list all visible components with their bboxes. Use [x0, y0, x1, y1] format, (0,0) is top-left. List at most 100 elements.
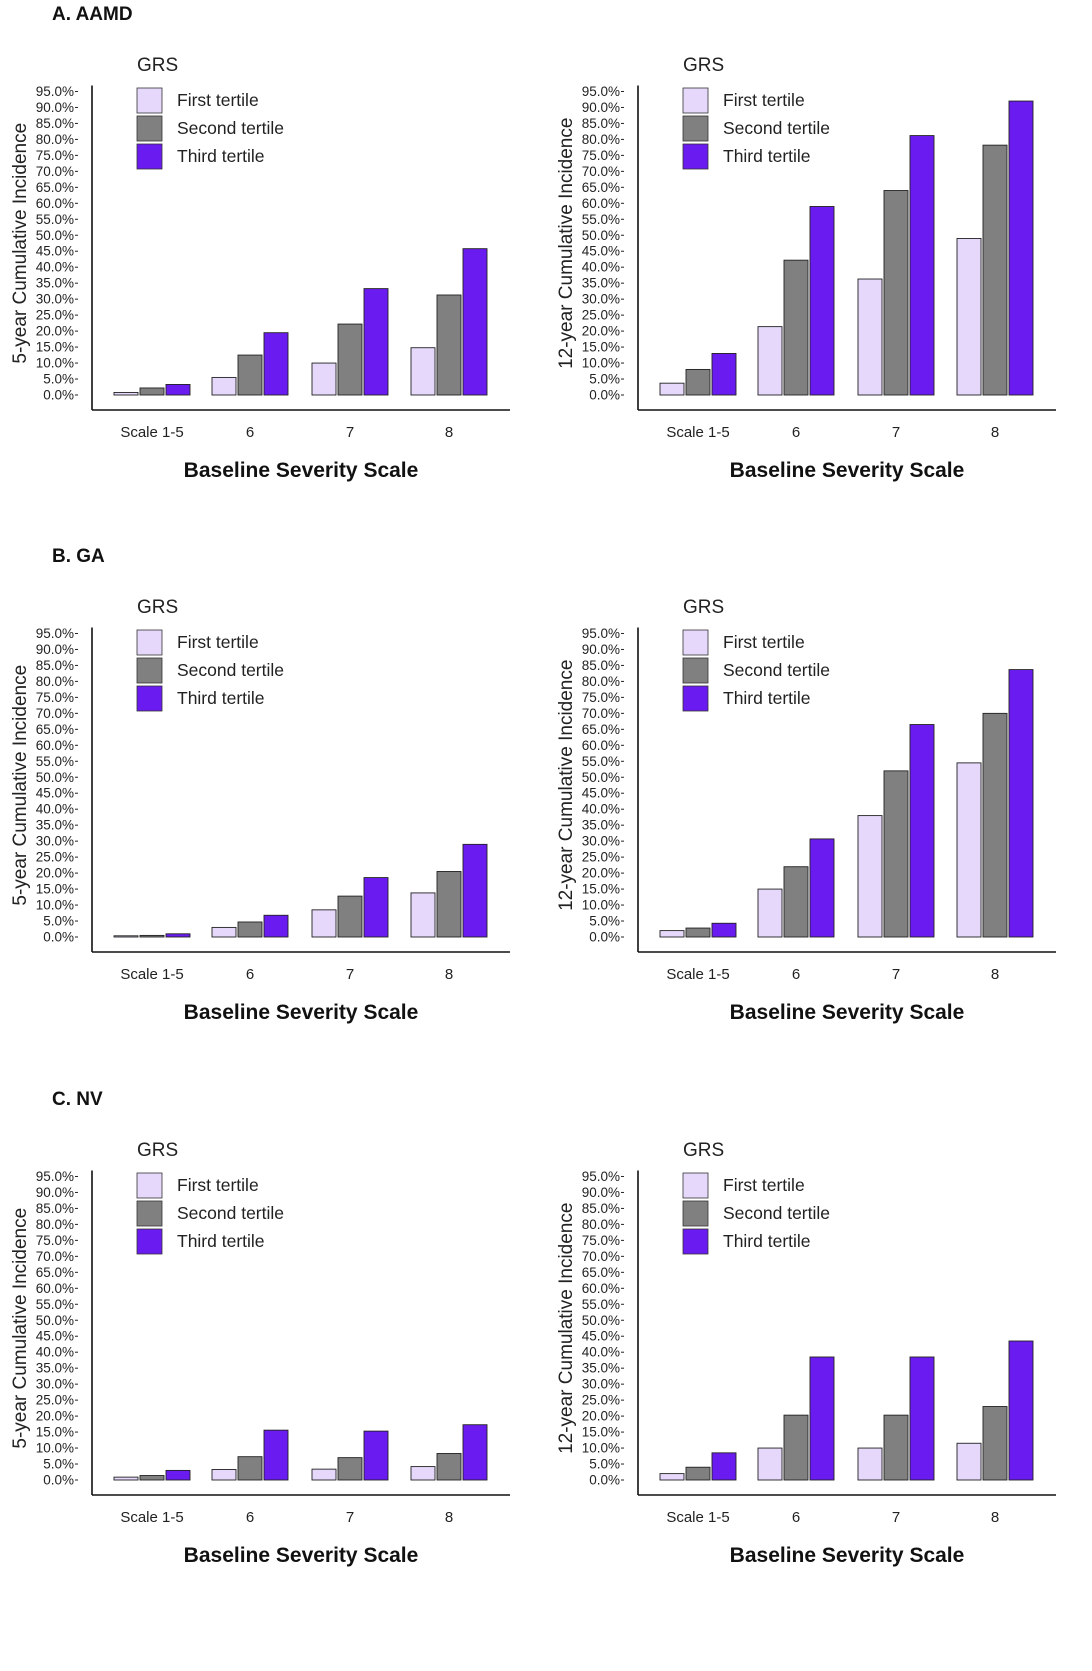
y-tick-label: 90.0% [582, 1185, 620, 1200]
bar-first-tertile-0 [659, 382, 685, 396]
bar-second-tertile-0 [139, 387, 165, 396]
y-tick-label: 35.0% [582, 818, 620, 833]
legend-swatch-second-tertile [136, 657, 163, 684]
bar-first-tertile-3 [410, 892, 436, 938]
y-tick-label: 30.0% [36, 1377, 74, 1392]
y-tick-label: 65.0% [582, 180, 620, 195]
bar-first-tertile-3 [956, 1442, 982, 1481]
y-tick-label: 45.0% [36, 1329, 74, 1344]
y-tick-label: 5.0% [43, 914, 74, 929]
nv-5-year-chart: 0.0%5.0%10.0%15.0%20.0%25.0%30.0%35.0%40… [10, 1140, 510, 1567]
y-axis-label: 5-year Cumulative Incidence [10, 665, 31, 906]
y-tick-label: 35.0% [582, 276, 620, 291]
bar-third-tertile-0 [711, 1452, 737, 1481]
y-tick-label: 15.0% [582, 340, 620, 355]
bar-second-tertile-2 [883, 770, 909, 938]
y-tick-label: 20.0% [582, 866, 620, 881]
bar-first-tertile-0 [113, 1476, 139, 1481]
y-tick-label: 35.0% [582, 1361, 620, 1376]
bar-first-tertile-1 [757, 1447, 783, 1481]
y-tick-label: 45.0% [36, 244, 74, 259]
y-tick-label: 35.0% [36, 276, 74, 291]
legend-swatch-second-tertile [682, 115, 709, 142]
bar-first-tertile-3 [410, 347, 436, 396]
y-tick-label: 95.0% [582, 84, 620, 99]
y-tick-label: 5.0% [43, 372, 74, 387]
bar-third-tertile-1 [809, 206, 835, 396]
bar-second-tertile-2 [337, 323, 363, 396]
y-tick-label: 10.0% [36, 1441, 74, 1456]
y-tick-label: 70.0% [582, 164, 620, 179]
y-tick-label: 25.0% [582, 850, 620, 865]
y-tick-label: 0.0% [589, 930, 620, 945]
bar-second-tertile-0 [685, 927, 711, 938]
y-tick-label: 10.0% [582, 898, 620, 913]
x-tick-label: Scale 1-5 [666, 424, 729, 441]
y-tick-label: 35.0% [36, 818, 74, 833]
x-tick-label: 7 [892, 424, 900, 441]
y-tick-label: 25.0% [582, 308, 620, 323]
y-tick-label: 80.0% [582, 132, 620, 147]
legend-label-second-tertile: Second tertile [723, 118, 830, 138]
y-tick-label: 5.0% [43, 1457, 74, 1472]
y-tick-label: 70.0% [36, 706, 74, 721]
y-tick-label: 25.0% [36, 1393, 74, 1408]
y-tick-label: 70.0% [582, 1249, 620, 1264]
y-tick-label: 55.0% [582, 212, 620, 227]
bar-third-tertile-3 [462, 1424, 488, 1481]
legend-label-first-tertile: First tertile [177, 1175, 259, 1195]
bar-second-tertile-0 [685, 1466, 711, 1481]
nv-12-year-chart: 0.0%5.0%10.0%15.0%20.0%25.0%30.0%35.0%40… [556, 1140, 1056, 1567]
bar-third-tertile-0 [711, 922, 737, 938]
y-tick-label: 95.0% [36, 1169, 74, 1184]
y-tick-label: 25.0% [582, 1393, 620, 1408]
x-axis-label: Baseline Severity Scale [184, 459, 419, 482]
y-tick-label: 45.0% [36, 786, 74, 801]
y-tick-label: 5.0% [589, 372, 620, 387]
y-tick-label: 55.0% [36, 1297, 74, 1312]
bar-third-tertile-3 [1008, 100, 1034, 396]
y-tick-label: 60.0% [36, 738, 74, 753]
bar-first-tertile-0 [113, 391, 139, 396]
y-tick-label: 10.0% [36, 356, 74, 371]
x-tick-label: 6 [246, 424, 254, 441]
bar-second-tertile-3 [982, 144, 1008, 396]
legend-label-third-tertile: Third tertile [177, 688, 265, 708]
x-tick-label: 6 [792, 966, 800, 983]
x-tick-label: 7 [346, 1509, 354, 1526]
y-tick-label: 70.0% [36, 1249, 74, 1264]
y-tick-label: 50.0% [36, 1313, 74, 1328]
section-title-nv: C. NV [52, 1089, 103, 1110]
bar-first-tertile-0 [113, 935, 139, 938]
x-tick-label: 8 [445, 966, 453, 983]
y-tick-label: 15.0% [36, 1425, 74, 1440]
y-tick-label: 65.0% [582, 1265, 620, 1280]
aamd-5-year-chart: 0.0%5.0%10.0%15.0%20.0%25.0%30.0%35.0%40… [10, 55, 510, 482]
y-tick-label: 90.0% [36, 100, 74, 115]
y-tick-label: 55.0% [36, 212, 74, 227]
x-tick-label: Scale 1-5 [666, 1509, 729, 1526]
y-tick-label: 30.0% [582, 1377, 620, 1392]
y-tick-label: 40.0% [36, 1345, 74, 1360]
y-tick-label: 10.0% [582, 1441, 620, 1456]
y-tick-label: 65.0% [36, 722, 74, 737]
legend-title: GRS [137, 55, 178, 76]
y-tick-label: 15.0% [582, 1425, 620, 1440]
x-axis-label: Baseline Severity Scale [184, 1001, 419, 1024]
bar-second-tertile-1 [783, 259, 809, 396]
y-tick-label: 85.0% [36, 1201, 74, 1216]
legend-swatch-third-tertile [682, 685, 709, 712]
bar-first-tertile-2 [311, 1468, 337, 1481]
y-tick-label: 15.0% [582, 882, 620, 897]
bar-second-tertile-1 [783, 1414, 809, 1481]
x-tick-label: 6 [246, 1509, 254, 1526]
legend-label-first-tertile: First tertile [723, 1175, 805, 1195]
y-tick-label: 80.0% [36, 674, 74, 689]
y-tick-label: 75.0% [36, 148, 74, 163]
bar-third-tertile-1 [809, 1356, 835, 1481]
legend-label-second-tertile: Second tertile [723, 660, 830, 680]
legend-swatch-first-tertile [682, 87, 709, 114]
y-tick-label: 20.0% [36, 324, 74, 339]
x-axis-label: Baseline Severity Scale [730, 459, 965, 482]
x-tick-label: Scale 1-5 [666, 966, 729, 983]
